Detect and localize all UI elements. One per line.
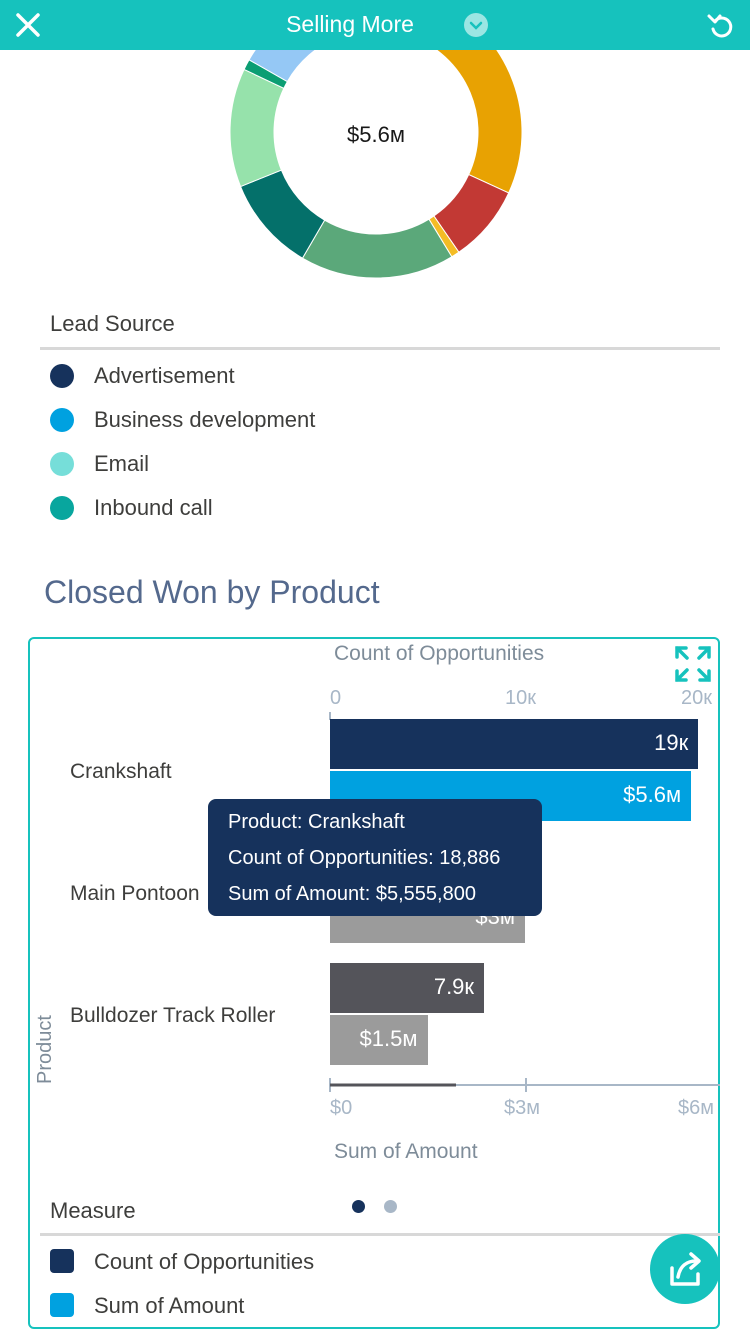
category-label: Crankshaft <box>70 760 172 783</box>
bottom-axis-title: Sum of Amount <box>334 1140 478 1163</box>
legend-label: Advertisement <box>94 363 235 388</box>
measure-divider <box>40 1233 720 1236</box>
tooltip-product: Product: Crankshaft <box>228 811 405 833</box>
tooltip-amount: Sum of Amount: $5,555,800 <box>228 883 476 905</box>
top-tick-label: 10к <box>505 687 536 709</box>
share-icon <box>670 1252 701 1286</box>
measure-legend-title: Measure <box>50 1198 136 1223</box>
lead-source-legend-title: Lead Source <box>50 311 175 336</box>
legend-label: Business development <box>94 407 316 432</box>
section-title: Closed Won by Product <box>44 574 380 610</box>
legend-label: Sum of Amount <box>94 1293 245 1318</box>
share-button[interactable] <box>650 1234 720 1304</box>
legend-dot <box>50 452 74 476</box>
legend-label: Inbound call <box>94 495 213 520</box>
bottom-tick-label: $0 <box>330 1097 353 1119</box>
bar-bulldozer-count[interactable]: 7.9к <box>330 963 485 1013</box>
chart-tooltip: Product: Crankshaft Count of Opportuniti… <box>208 799 542 916</box>
chevron-down-icon[interactable] <box>464 13 488 37</box>
donut-center-total: $5.6м <box>347 122 405 147</box>
category-label: Bulldozer Track Roller <box>70 1004 276 1027</box>
legend-divider <box>40 347 720 350</box>
bottom-tick-label: $3м <box>504 1097 540 1119</box>
bar-value-label: 7.9к <box>433 974 475 999</box>
bar-value-label: $5.6м <box>623 782 682 807</box>
bottom-tick-label: $6м <box>678 1097 714 1119</box>
bar-bulldozer-amount[interactable]: $1.5м <box>330 1015 428 1065</box>
expand-icon[interactable] <box>674 645 712 683</box>
top-tick-label: 20к <box>681 687 712 709</box>
bar-crankshaft-count[interactable]: 19к <box>330 719 699 769</box>
dashboard-title[interactable]: Selling More <box>286 11 414 37</box>
legend-label: Email <box>94 451 150 476</box>
legend-dot <box>50 408 74 432</box>
y-axis-title: Product <box>34 1015 56 1084</box>
legend-dot <box>50 364 74 388</box>
pager-dot[interactable] <box>384 1200 397 1213</box>
legend-label: Count of Opportunities <box>94 1249 315 1274</box>
top-tick-label: 0 <box>330 687 342 709</box>
refresh-icon[interactable] <box>706 10 736 40</box>
legend-swatch <box>50 1293 74 1317</box>
bar-value-label: 19к <box>654 730 689 755</box>
pager-dot-active[interactable] <box>352 1200 365 1213</box>
legend-swatch <box>50 1249 74 1273</box>
tooltip-count: Count of Opportunities: 18,886 <box>228 847 501 869</box>
bar-value-label: $1.5м <box>359 1026 418 1051</box>
category-label: Main Pontoon <box>70 882 200 905</box>
top-bar: Selling More <box>0 0 750 50</box>
top-axis-title: Count of Opportunities <box>334 642 545 665</box>
chart-card[interactable] <box>28 637 720 1329</box>
close-icon[interactable] <box>12 9 44 41</box>
legend-dot <box>50 496 74 520</box>
